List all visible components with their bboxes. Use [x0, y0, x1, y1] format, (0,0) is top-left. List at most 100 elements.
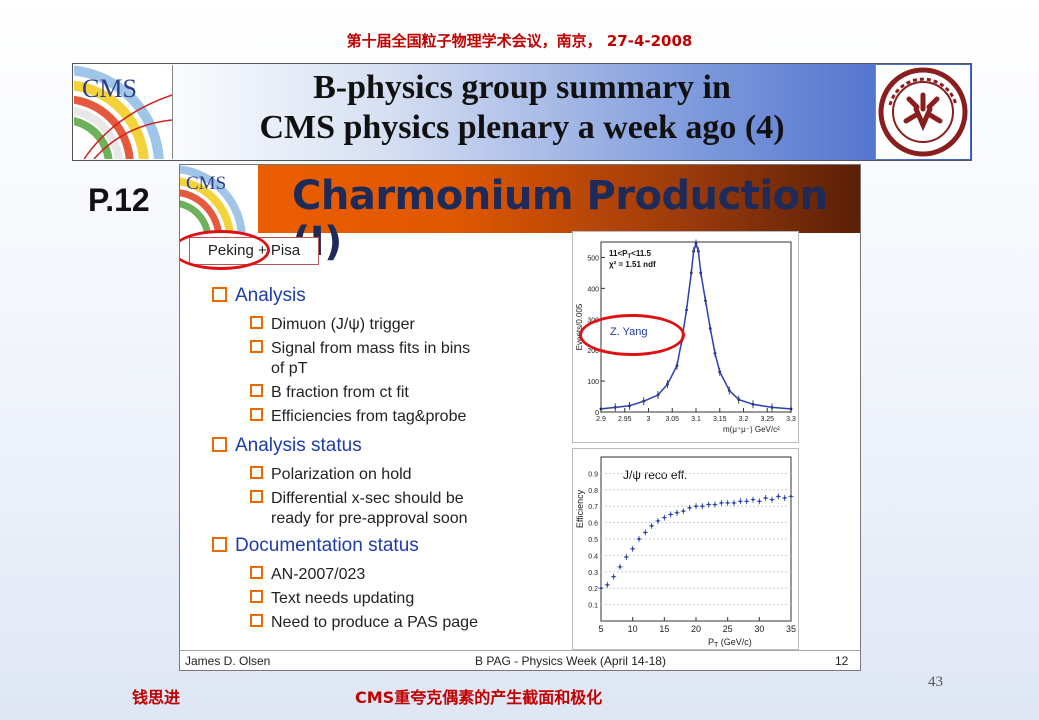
y-tick-label: 100: [587, 379, 599, 386]
y-tick-label: 0.6: [588, 521, 598, 528]
x-axis-label: m(μ⁺μ⁻) GeV/c²: [723, 425, 780, 434]
data-point: [783, 496, 786, 500]
bullet-square-icon: [212, 437, 227, 452]
bullet-section-analysis: Analysis Dimuon (J/ψ) trigger Signal fro…: [212, 285, 470, 425]
legend-eff: J/ψ reco eff.: [623, 468, 687, 482]
bullet-square-icon: [250, 316, 263, 329]
x-ticks: 2.9 2.95 3 3.05 3.1 3.15 3.2 3.25 3.3: [596, 408, 796, 423]
sub-list: AN-2007/023 Text needs updating Need to …: [250, 563, 550, 635]
bullet-square-icon: [250, 340, 263, 353]
slide-footer-event: B PAG - Physics Week (April 14-18): [475, 654, 666, 668]
y-tick-label: 0.2: [588, 586, 598, 593]
y-tick-label: 0.9: [588, 471, 598, 478]
x-tick-label: 3.15: [713, 416, 727, 423]
data-points: [598, 493, 794, 592]
data-point: [751, 498, 755, 501]
data-point: [777, 495, 780, 498]
list-item: Differential x-sec should be: [250, 487, 550, 511]
data-point: [701, 505, 704, 508]
cms-logo: CMS: [74, 65, 173, 159]
y-axis-label: Efficiency: [575, 489, 585, 528]
x-axis-label: PT (GeV/c): [708, 637, 752, 649]
data-point: [694, 505, 698, 508]
bullet-square-icon: [250, 466, 263, 479]
x-tick-label: 2.9: [596, 416, 606, 423]
section-heading: Analysis status: [235, 435, 362, 456]
list-item: Dimuon (J/ψ) trigger: [250, 313, 550, 337]
bullet-square-icon: [212, 537, 227, 552]
title-line-2: CMS physics plenary a week ago (4): [259, 109, 785, 146]
data-point: [764, 496, 767, 500]
data-point: [713, 503, 717, 506]
bullet-square-icon: [250, 490, 263, 503]
y-tick-label: 400: [587, 286, 599, 293]
data-point: [732, 501, 736, 505]
highlight-circle-tag: [180, 230, 270, 270]
bullet-section-docs: Documentation status AN-2007/023 Text ne…: [212, 535, 478, 631]
page-label: P.12: [88, 182, 150, 218]
pku-seal-icon: [878, 67, 968, 157]
data-point: [612, 575, 615, 578]
x-tick-label: 30: [754, 624, 764, 634]
footer-topic: CMS重夸克偶素的产生截面和极化: [355, 688, 603, 707]
bullet-square-icon: [250, 614, 263, 627]
y-axis-label: Events/0.005: [575, 303, 584, 350]
x-tick-label: 10: [628, 624, 638, 634]
x-tick-label: 3.3: [786, 416, 796, 423]
pku-logo: [875, 65, 970, 159]
sub-list: Polarization on hold Differential x-sec …: [250, 463, 550, 531]
list-item-continuation: ready for pre-approval soon: [271, 510, 468, 527]
y-tick-label: 0.1: [588, 603, 598, 610]
data-point: [682, 509, 685, 513]
bullet-square-icon: [250, 408, 263, 421]
efficiency-plot-svg: Efficiency PT (GeV/c) J/ψ reco eff. 0.9 0…: [575, 456, 796, 649]
y-ticks: 0.9 0.8 0.7 0.6 0.5 0.4 0.3 0.2 0.1: [588, 471, 791, 610]
slide-footer-author: James D. Olsen: [185, 654, 271, 668]
list-item: Need to produce a PAS page: [250, 611, 550, 635]
y-tick-label: 0.7: [588, 504, 598, 511]
x-tick-label: 5: [598, 624, 603, 634]
x-tick-label: 25: [723, 624, 733, 634]
slide-cms-logo: CMS: [180, 165, 258, 233]
sub-list: Dimuon (J/ψ) trigger Signal from mass fi…: [250, 313, 550, 429]
data-point: [644, 531, 647, 534]
section-heading: Analysis: [235, 285, 306, 306]
y-tick-label: 0.4: [588, 553, 598, 560]
x-tick-label: 3.1: [691, 416, 701, 423]
y-tick-label: 500: [587, 255, 599, 262]
data-point: [606, 583, 609, 587]
data-point: [656, 519, 660, 523]
data-point: [770, 498, 774, 501]
x-tick-label: 2.95: [618, 416, 632, 423]
list-item: Signal from mass fits in bins: [250, 337, 550, 361]
y-tick-label: 0: [595, 410, 599, 417]
bullet-square-icon: [212, 287, 227, 302]
slide-footer-page: 12: [835, 654, 849, 668]
legend-pt-range: 11<PT<11.5: [609, 249, 651, 260]
data-point: [618, 565, 622, 569]
list-item-continuation: of pT: [271, 360, 308, 377]
list-item: AN-2007/023: [250, 563, 550, 587]
x-tick-label: 20: [691, 624, 701, 634]
y-tick-label: 0.3: [588, 570, 598, 577]
y-tick-label: 0.8: [588, 488, 598, 495]
conference-line: 第十届全国粒子物理学术会议，南京， 27-4-2008: [346, 32, 693, 50]
data-point: [599, 587, 603, 590]
title-line-1: B-physics group summary in: [313, 69, 731, 106]
data-point: [663, 516, 666, 519]
data-point: [789, 495, 793, 498]
embedded-slide: CMS Charmonium Production (I) Peking + P…: [179, 164, 861, 671]
data-point: [669, 513, 672, 516]
mass-fit-plot: Events/0.005 m(μ⁺μ⁻) GeV/c² 11<PT<11.5 χ…: [572, 231, 799, 443]
bullet-square-icon: [250, 590, 263, 603]
cms-logo-graphic: CMS: [74, 65, 172, 159]
data-point: [675, 511, 679, 514]
list-item: B fraction from ct fit: [250, 381, 550, 405]
x-tick-label: 3.2: [739, 416, 749, 423]
x-ticks: 5 10 15 20 25 30 35: [598, 617, 796, 634]
page-number: 43: [928, 674, 943, 690]
y-tick-label: 200: [587, 348, 599, 355]
data-point: [707, 503, 710, 506]
slide-cms-logo-graphic: CMS: [180, 165, 258, 233]
x-tick-label: 3.05: [665, 416, 679, 423]
